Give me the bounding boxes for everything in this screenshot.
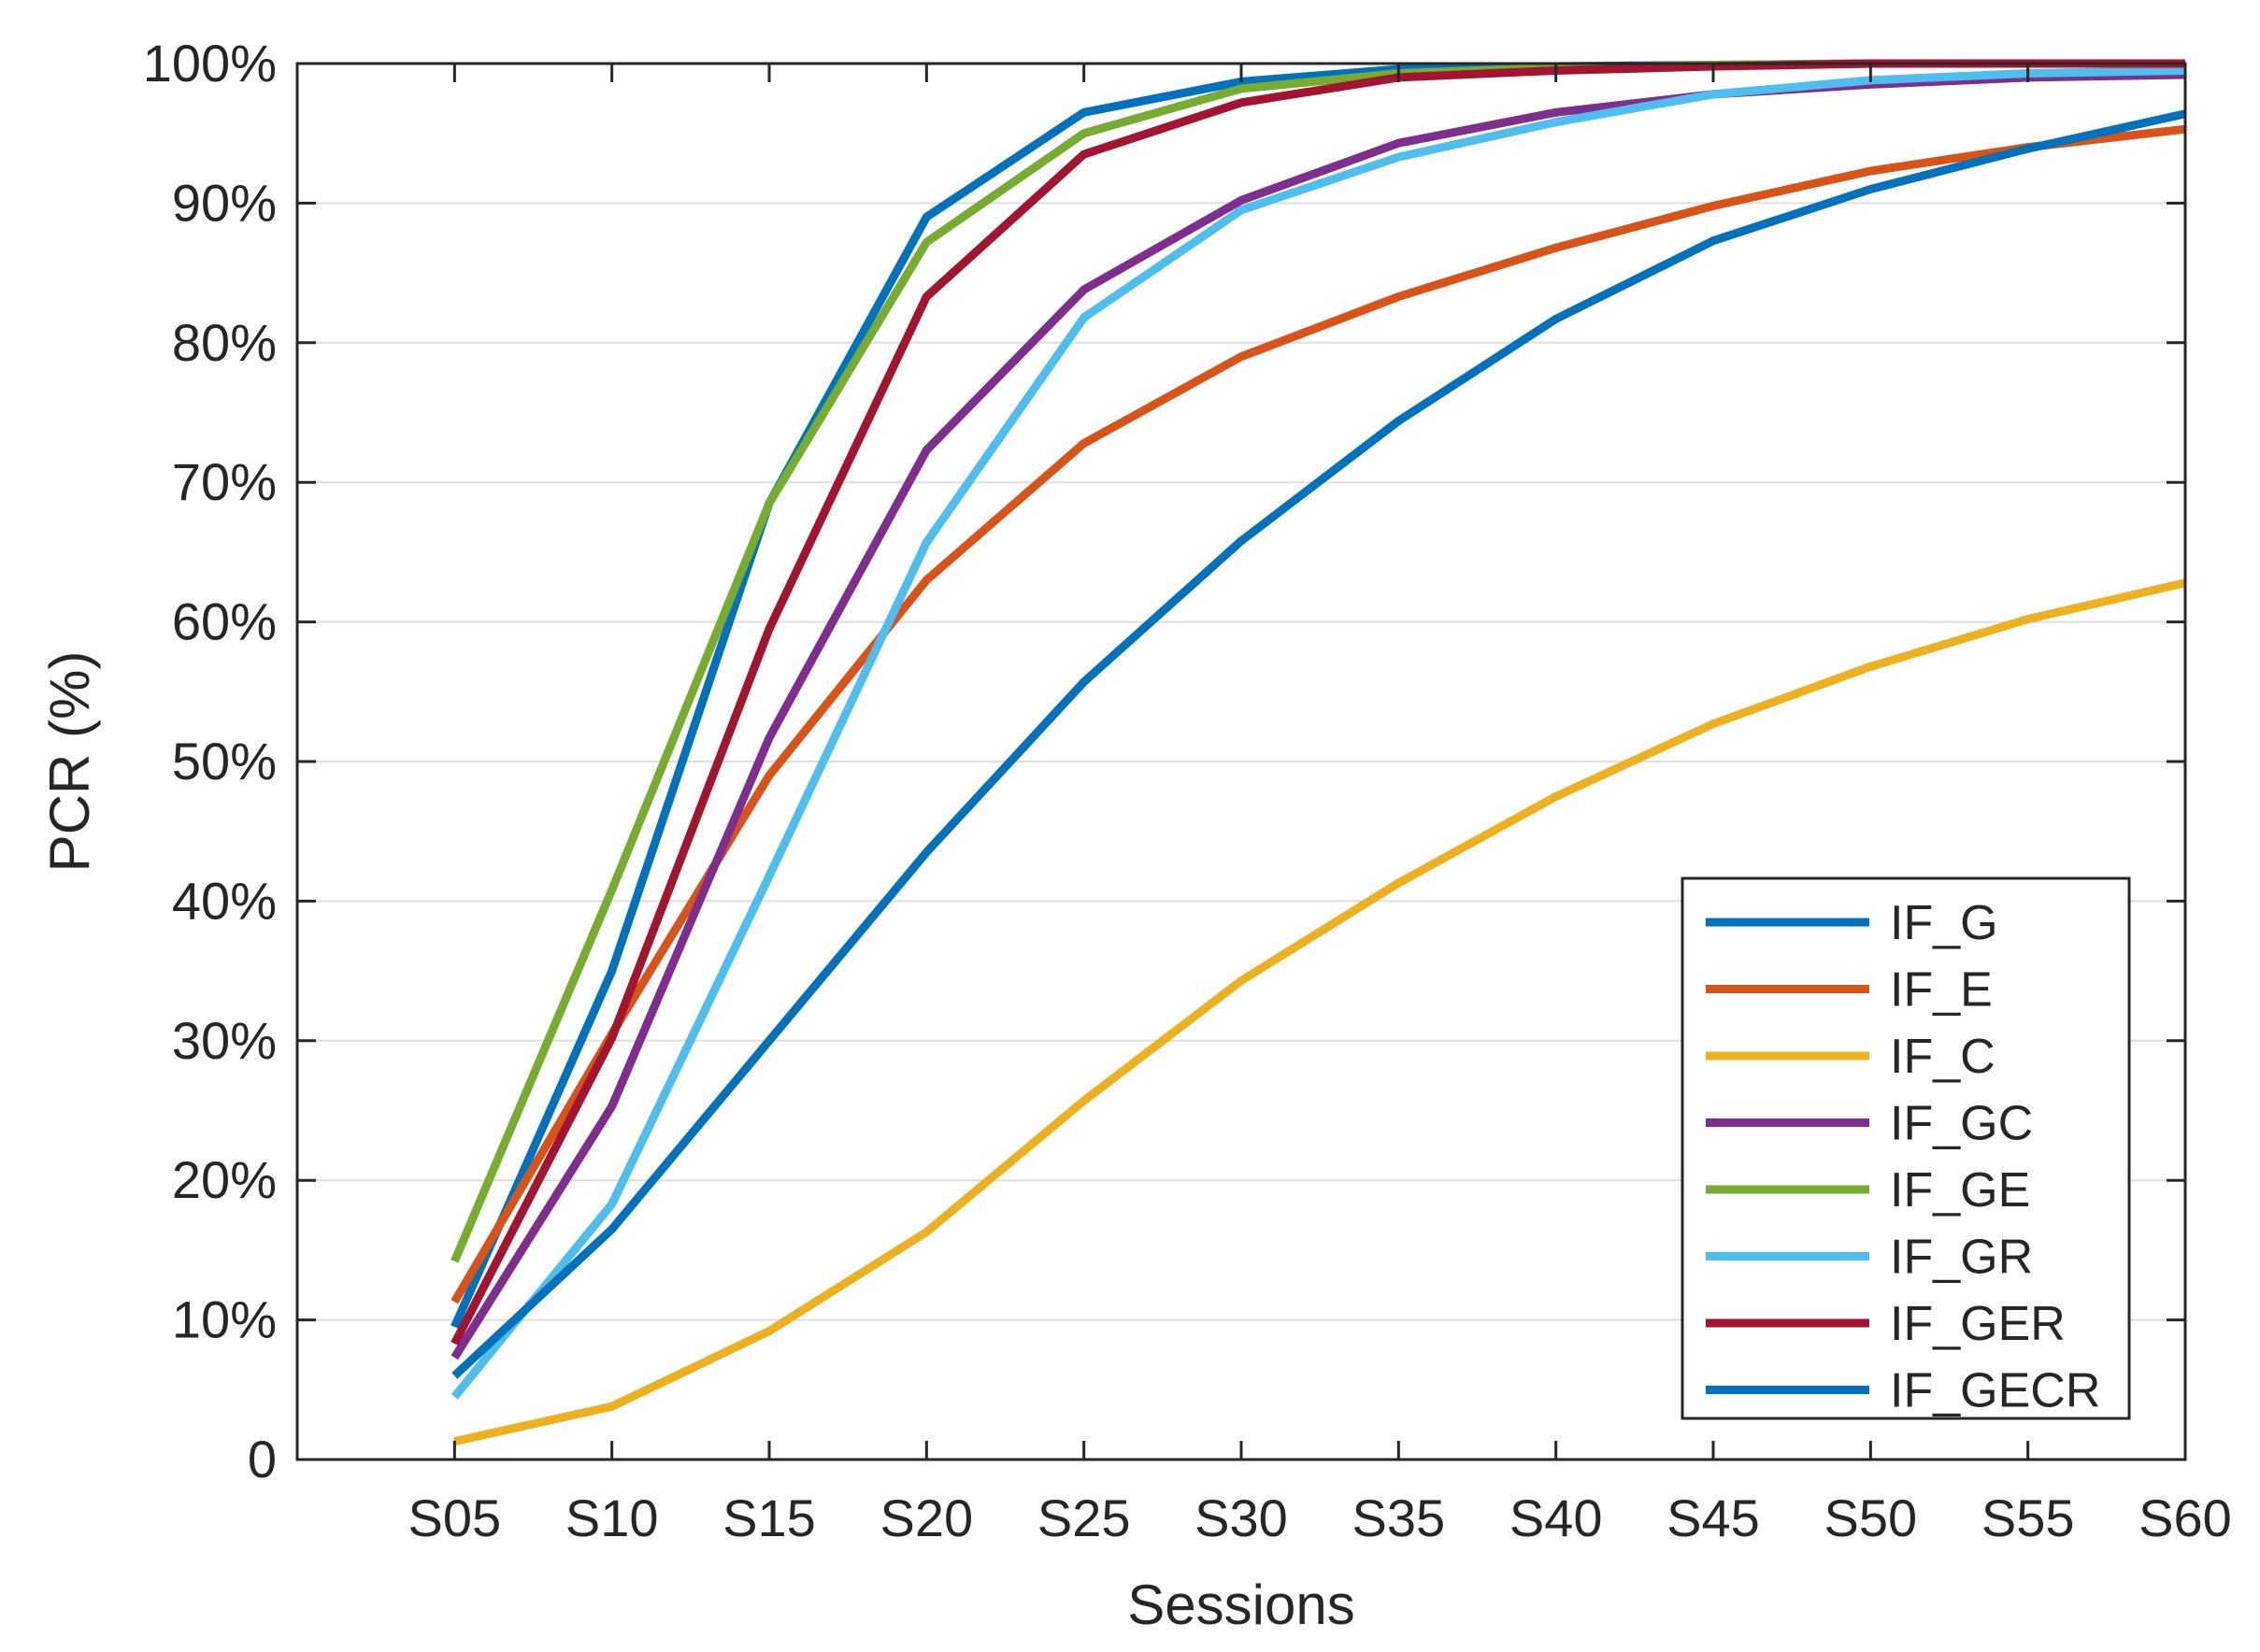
x-tick-label: S30: [1194, 1488, 1288, 1547]
y-tick-label: 50%: [172, 732, 277, 790]
y-axis-title: PCR (%): [38, 651, 101, 873]
y-tick-label: 40%: [172, 871, 277, 930]
y-tick-label: 10%: [172, 1290, 277, 1349]
series-line-if-gr: [451, 66, 2186, 1400]
series-line-if-c: [453, 578, 2187, 1446]
x-tick-label: S45: [1666, 1488, 1760, 1547]
legend-label: IF_GR: [1890, 1231, 2033, 1285]
series-line-if-e: [451, 124, 2186, 1304]
legend-label: IF_GE: [1890, 1163, 2030, 1218]
axis-ticks: [297, 62, 2187, 1461]
x-axis-title: Sessions: [1127, 1574, 1354, 1636]
legend-box: [1681, 876, 2131, 1420]
y-tick-label: 80%: [172, 313, 277, 372]
legend-label: IF_C: [1890, 1030, 1995, 1084]
x-tick-label: S55: [1981, 1488, 2075, 1547]
series-line-if-gecr: [451, 109, 2186, 1379]
x-tick-label: S60: [2138, 1488, 2232, 1547]
y-tick-label: 70%: [172, 452, 277, 511]
y-tick-label: 90%: [172, 173, 277, 232]
y-tick-label: 0: [248, 1430, 277, 1488]
legend-label: IF_GECR: [1890, 1364, 2100, 1418]
x-tick-label: S50: [1824, 1488, 1918, 1547]
legend-label: IF_GER: [1890, 1297, 2066, 1351]
x-tick-label: S10: [565, 1488, 659, 1547]
legend-label: IF_E: [1890, 963, 1993, 1018]
y-tick-label: 100%: [143, 34, 277, 93]
y-tick-label: 60%: [172, 592, 277, 651]
x-tick-label: S20: [880, 1488, 974, 1547]
x-tick-label: S15: [722, 1488, 816, 1547]
legend: IF_G IF_E IF_C IF_GC IF_GE IF_GR IF_GER IF_GECR: [1681, 876, 2131, 1420]
axis-tick-labels: 0 10% 20% 30% 40% 50% 60% 70% 80% 90% 100% S05 S10 S1…: [143, 34, 2232, 1547]
legend-label: IF_GC: [1890, 1097, 2033, 1151]
y-tick-label: 20%: [172, 1150, 277, 1209]
y-tick-label: 30%: [172, 1011, 277, 1070]
x-tick-label: S40: [1509, 1488, 1603, 1547]
x-tick-label: S35: [1352, 1488, 1446, 1547]
x-tick-label: S05: [408, 1488, 502, 1547]
legend-label: IF_G: [1890, 896, 1998, 950]
x-tick-label: S25: [1037, 1488, 1131, 1547]
